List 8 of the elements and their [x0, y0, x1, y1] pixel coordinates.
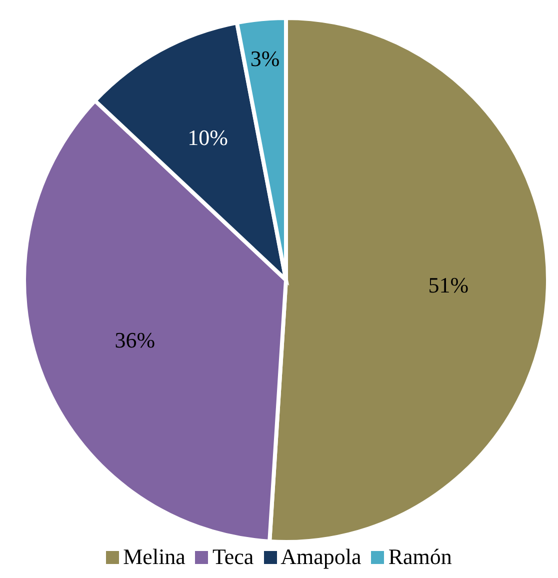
data-label: 51%: [428, 272, 469, 298]
data-label: 36%: [114, 327, 156, 352]
data-label: 3%: [250, 46, 280, 71]
legend-label: Amapola: [280, 544, 362, 570]
legend-label: Melina: [123, 544, 186, 570]
legend-label: Ramón: [388, 544, 452, 570]
legend-label: Teca: [212, 544, 254, 570]
data-label: 10%: [188, 125, 228, 150]
